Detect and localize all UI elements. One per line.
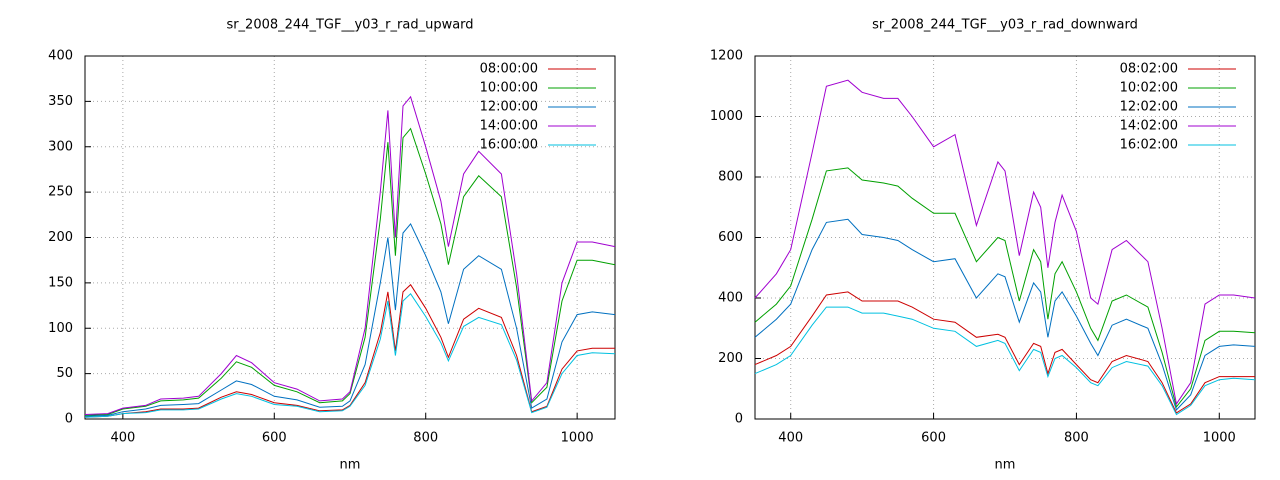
plot-frame xyxy=(84,55,616,420)
series-line xyxy=(754,306,1256,416)
legend-label: 16:02:00 xyxy=(1120,138,1178,153)
series-line xyxy=(754,218,1256,411)
y-tick-label: 300 xyxy=(48,139,73,154)
chart-title: sr_2008_244_TGF__y03_r_rad_downward xyxy=(872,18,1138,33)
y-tick-label: 250 xyxy=(48,185,73,200)
plot-frame xyxy=(754,55,1256,420)
legend-label: 16:00:00 xyxy=(480,138,538,153)
legend-label: 10:00:00 xyxy=(480,81,538,96)
legend-label: 10:02:00 xyxy=(1120,81,1178,96)
series-line xyxy=(84,222,616,417)
x-tick-label: 1000 xyxy=(1203,431,1236,446)
y-tick-label: 0 xyxy=(735,412,743,427)
legend-label: 14:02:00 xyxy=(1120,119,1178,134)
y-tick-label: 200 xyxy=(48,230,73,245)
y-tick-label: 100 xyxy=(48,321,73,336)
y-tick-label: 800 xyxy=(718,170,743,185)
legend-label: 12:00:00 xyxy=(480,100,538,115)
y-tick-label: 150 xyxy=(48,275,73,290)
series-line xyxy=(84,127,616,416)
chart-title: sr_2008_244_TGF__y03_r_rad_upward xyxy=(226,18,473,33)
y-tick-label: 50 xyxy=(56,366,73,381)
x-tick-label: 400 xyxy=(110,431,135,446)
series-line xyxy=(84,293,616,418)
x-tick-label: 600 xyxy=(921,431,946,446)
y-tick-label: 200 xyxy=(718,351,743,366)
y-tick-label: 1000 xyxy=(710,109,743,124)
y-tick-label: 350 xyxy=(48,94,73,109)
x-tick-label: 800 xyxy=(413,431,438,446)
x-tick-label: 1000 xyxy=(561,431,594,446)
series-line xyxy=(84,95,616,415)
x-axis-label: nm xyxy=(995,458,1016,473)
x-tick-label: 400 xyxy=(778,431,803,446)
y-tick-label: 600 xyxy=(718,230,743,245)
y-tick-label: 400 xyxy=(48,49,73,64)
series-line xyxy=(84,283,615,418)
legend-label: 08:00:00 xyxy=(480,62,538,77)
x-tick-label: 600 xyxy=(262,431,287,446)
legend-label: 08:02:00 xyxy=(1120,62,1178,77)
series-line xyxy=(754,167,1256,408)
y-tick-label: 1200 xyxy=(710,49,743,64)
legend-label: 12:02:00 xyxy=(1120,100,1178,115)
series-line xyxy=(754,79,1256,406)
legend-label: 14:00:00 xyxy=(480,119,538,134)
series-line xyxy=(754,291,1255,414)
y-tick-label: 0 xyxy=(65,412,73,427)
x-axis-label: nm xyxy=(340,458,361,473)
y-tick-label: 400 xyxy=(718,291,743,306)
x-tick-label: 800 xyxy=(1064,431,1089,446)
